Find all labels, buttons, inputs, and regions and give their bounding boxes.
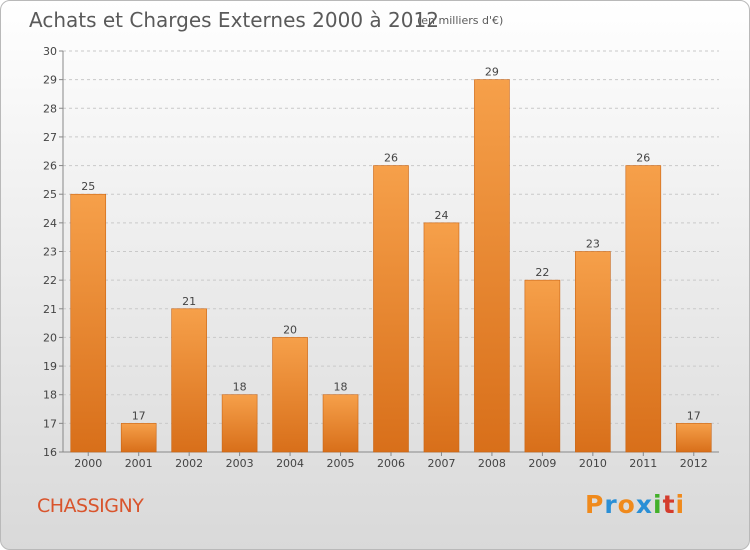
bar-value-label: 26	[636, 152, 650, 165]
x-tick-label: 2001	[125, 457, 153, 470]
chart-title: Achats et Charges Externes 2000 à 2012	[29, 8, 439, 32]
logo-letter: i	[653, 490, 663, 519]
x-tick-label: 2009	[528, 457, 556, 470]
bar-value-label: 24	[434, 209, 448, 222]
y-tick-label: 20	[43, 331, 57, 344]
x-tick-label: 2010	[579, 457, 607, 470]
y-tick-label: 26	[43, 160, 57, 173]
bar	[524, 279, 561, 453]
bar-value-label: 23	[586, 238, 600, 251]
bar	[575, 251, 611, 453]
y-tick-label: 17	[43, 417, 57, 430]
x-tick-label: 2002	[175, 457, 203, 470]
bar	[373, 165, 409, 453]
bar	[322, 394, 359, 453]
logo-letter: x	[635, 490, 653, 519]
x-tick-label: 2012	[680, 457, 708, 470]
x-tick-label: 2006	[377, 457, 405, 470]
bar	[171, 308, 207, 453]
bar-value-label: 22	[535, 266, 549, 279]
bar-value-label: 21	[182, 295, 196, 308]
bar-value-label: 20	[283, 323, 297, 336]
x-tick-label: 2000	[74, 457, 102, 470]
x-tick-label: 2005	[327, 457, 355, 470]
y-tick-label: 24	[43, 217, 57, 230]
bar-value-label: 26	[384, 152, 398, 165]
y-tick-label: 29	[43, 74, 57, 87]
y-tick-label: 22	[43, 274, 57, 287]
logo-letter: P	[585, 490, 605, 519]
x-tick-label: 2007	[427, 457, 455, 470]
y-tick-label: 19	[43, 360, 57, 373]
bar-value-label: 18	[233, 381, 247, 394]
y-tick-label: 23	[43, 246, 57, 259]
bar	[423, 222, 460, 453]
logo-letter: o	[617, 490, 636, 519]
y-tick-label: 30	[43, 45, 57, 58]
x-tick-label: 2011	[629, 457, 657, 470]
bar-value-label: 17	[132, 409, 146, 422]
y-tick-label: 18	[43, 389, 57, 402]
logo-letter: i	[675, 490, 686, 519]
logo-letter: t	[662, 490, 676, 519]
y-tick-label: 27	[43, 131, 57, 144]
bar	[625, 165, 662, 453]
proxiti-logo: Proxiti	[585, 490, 685, 519]
town-name: CHASSIGNY	[37, 495, 144, 517]
bar	[221, 394, 258, 453]
bar-value-label: 25	[81, 180, 95, 193]
bar-value-label: 29	[485, 66, 499, 79]
bar	[120, 423, 157, 453]
bar	[474, 79, 510, 453]
y-tick-label: 25	[43, 188, 57, 201]
bar	[272, 337, 308, 453]
x-tick-label: 2008	[478, 457, 506, 470]
x-tick-label: 2003	[226, 457, 254, 470]
x-tick-label: 2004	[276, 457, 304, 470]
chart-unit: (en milliers d'€)	[417, 14, 504, 27]
y-tick-label: 21	[43, 303, 57, 316]
logo-letter: r	[604, 490, 618, 519]
bar-value-label: 18	[334, 381, 348, 394]
y-tick-label: 28	[43, 102, 57, 115]
bar-value-label: 17	[687, 409, 701, 422]
y-tick-label: 16	[43, 446, 57, 459]
bar	[70, 193, 107, 453]
bar	[675, 423, 712, 453]
